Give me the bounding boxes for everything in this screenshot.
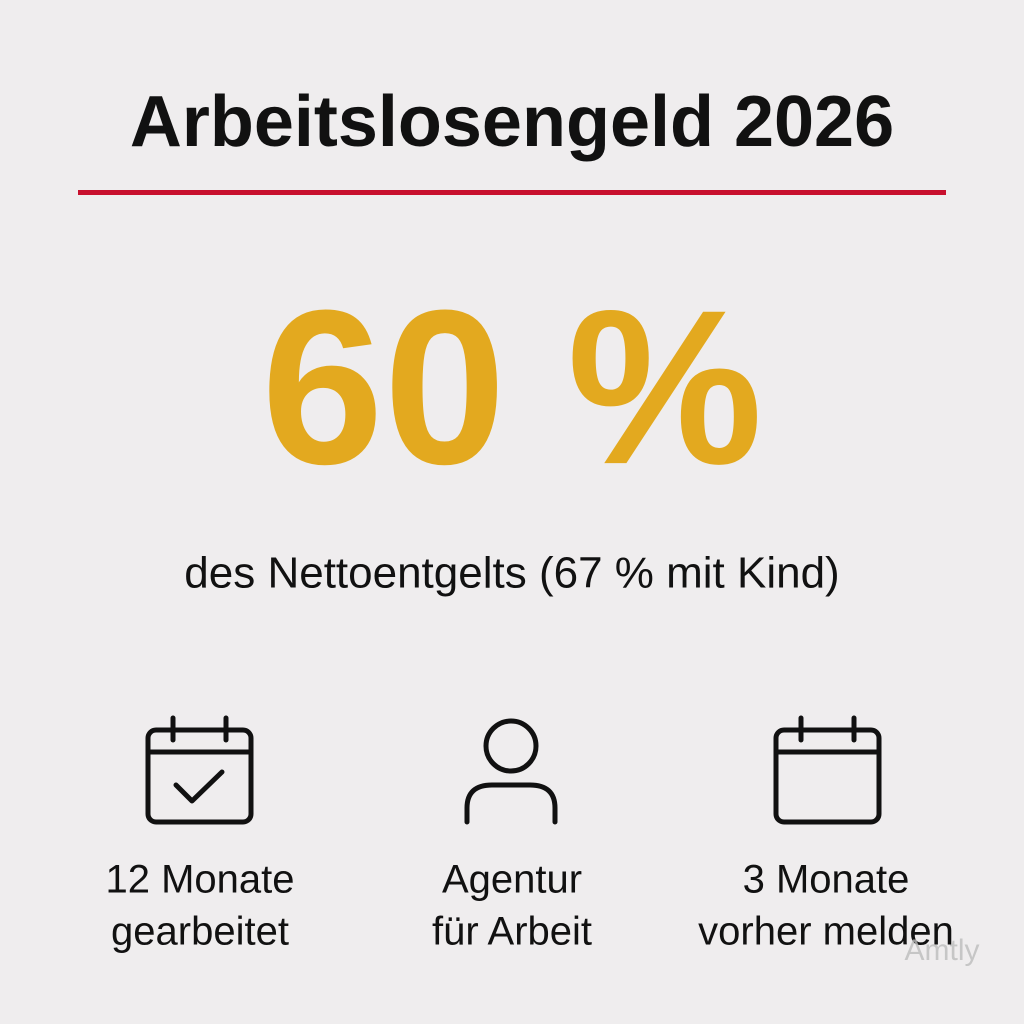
person-icon xyxy=(464,718,558,825)
calendar-check-icon xyxy=(145,715,254,825)
watermark: Amtly xyxy=(905,934,980,967)
item-label: Agentur xyxy=(442,858,582,902)
calendar-icon xyxy=(773,715,882,825)
item-label: 12 Monate xyxy=(105,858,294,902)
item-label: gearbeitet xyxy=(111,910,289,954)
headline-value: 60 % xyxy=(261,264,762,510)
title-rule xyxy=(78,190,946,195)
headline-caption: des Nettoentgelts (67 % mit Kind) xyxy=(184,549,839,598)
title: Arbeitslosengeld 2026 xyxy=(130,82,894,162)
item-label: für Arbeit xyxy=(432,910,592,954)
item-label: 3 Monate xyxy=(743,858,910,902)
item-label: vorher melden xyxy=(698,910,954,954)
